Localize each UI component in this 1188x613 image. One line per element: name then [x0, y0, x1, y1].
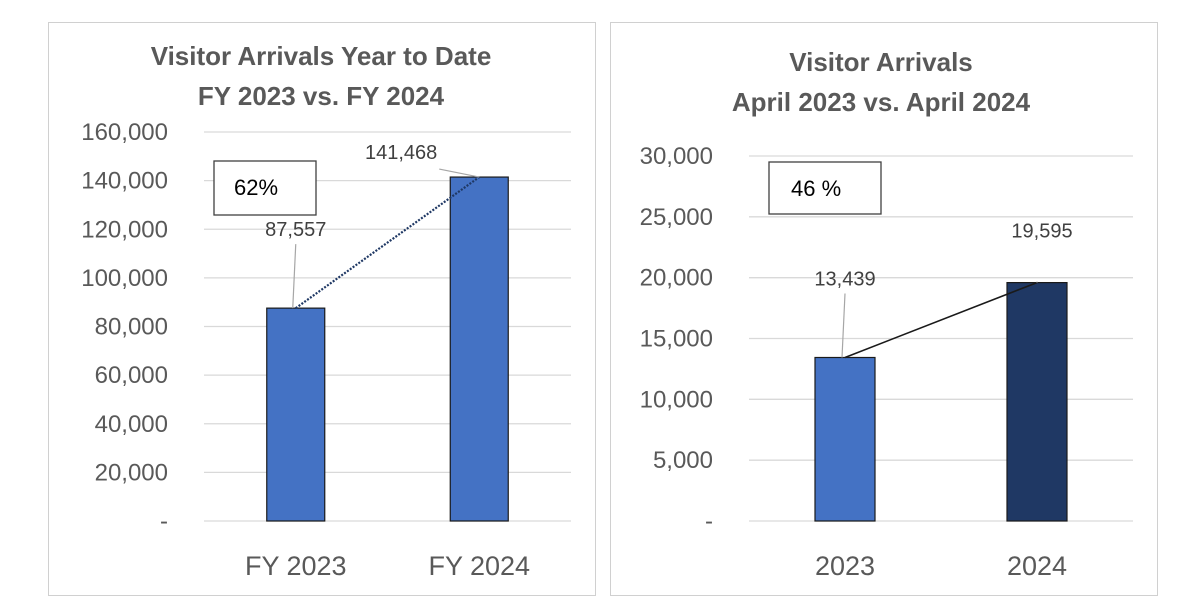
leader-line: [841, 293, 846, 358]
leader-line: [439, 168, 480, 178]
y-tick-label: 10,000: [640, 386, 713, 413]
trend-line: [295, 176, 480, 310]
data-label: 141,468: [365, 142, 437, 164]
x-tick-label: 2023: [815, 551, 875, 581]
y-tick-label: 25,000: [640, 204, 713, 231]
y-tick-label: 20,000: [95, 459, 168, 486]
chart-panel-ytd: Visitor Arrivals Year to Date FY 2023 vs.…: [48, 22, 596, 596]
chart-title-line-2: FY 2023 vs. FY 2024: [198, 81, 445, 111]
chart-ytd: Visitor Arrivals Year to Date FY 2023 vs.…: [81, 41, 571, 581]
data-label: 19,595: [1011, 221, 1072, 243]
x-tick-label: FY 2023: [245, 551, 347, 581]
data-label: 13,439: [814, 268, 875, 290]
y-tick-label: 160,000: [81, 119, 168, 146]
chart-title-line-2: April 2023 vs. April 2024: [732, 87, 1031, 117]
y-tick-label: -: [160, 508, 168, 535]
percent-change-box: [213, 160, 317, 216]
chart-title-line-1: Visitor Arrivals Year to Date: [151, 41, 492, 71]
y-tick-label: 100,000: [81, 265, 168, 292]
y-tick-label: 30,000: [640, 143, 713, 170]
bar-1: [814, 356, 876, 522]
y-tick-label: 60,000: [95, 362, 168, 389]
data-label: 87,557: [265, 219, 326, 241]
x-tick-label: FY 2024: [428, 551, 530, 581]
y-tick-label: 15,000: [640, 326, 713, 353]
percent-change-label: 46 %: [791, 176, 841, 201]
y-tick-label: 80,000: [95, 314, 168, 341]
trend-line: [844, 281, 1038, 359]
y-tick-label: 120,000: [81, 216, 168, 243]
chart-april: Visitor Arrivals April 2023 vs. April 202…: [640, 47, 1133, 581]
bar-1: [266, 307, 326, 522]
chart-title-line-1: Visitor Arrivals: [789, 47, 973, 77]
y-tick-label: 20,000: [640, 265, 713, 292]
leader-line: [292, 244, 297, 309]
chart-panel-april: Visitor Arrivals April 2023 vs. April 202…: [610, 22, 1158, 596]
y-tick-label: 40,000: [95, 411, 168, 438]
percent-change-label: 62%: [234, 175, 278, 200]
y-tick-label: 140,000: [81, 168, 168, 195]
x-tick-label: 2024: [1007, 551, 1067, 581]
percent-change-box: [768, 161, 882, 215]
y-tick-label: -: [705, 508, 713, 535]
bar-2: [1006, 281, 1068, 522]
bar-2: [449, 176, 509, 522]
y-tick-label: 5,000: [653, 447, 713, 474]
